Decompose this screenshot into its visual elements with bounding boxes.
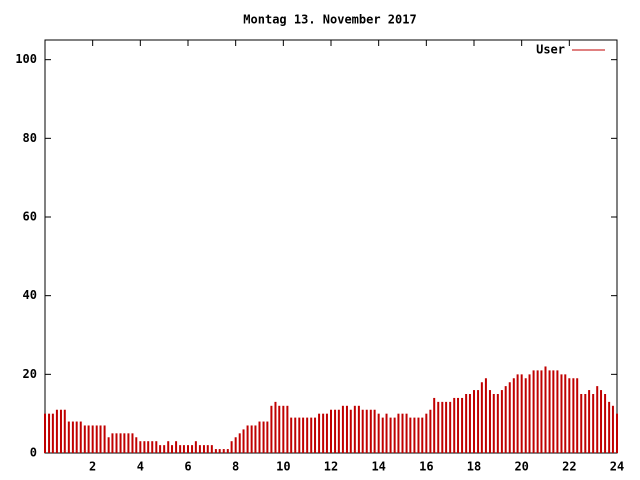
- x-tick-label: 20: [514, 460, 528, 474]
- x-tick-label: 6: [184, 460, 191, 474]
- x-tick-label: 12: [324, 460, 338, 474]
- y-tick-label: 100: [15, 52, 37, 66]
- plot-frame: [44, 39, 618, 454]
- x-tick-label: 24: [610, 460, 624, 474]
- y-tick-label: 60: [23, 210, 37, 224]
- y-tick-label: 80: [23, 131, 37, 145]
- chart-title: Montag 13. November 2017: [243, 13, 416, 27]
- legend-label: User: [536, 43, 565, 57]
- x-tick-label: 10: [276, 460, 290, 474]
- x-tick-label: 8: [232, 460, 239, 474]
- y-tick-label: 0: [30, 446, 37, 460]
- x-tick-label: 16: [419, 460, 433, 474]
- x-tick-label: 14: [371, 460, 385, 474]
- x-tick-label: 18: [467, 460, 481, 474]
- x-tick-label: 2: [89, 460, 96, 474]
- y-tick-label: 20: [23, 367, 37, 381]
- x-tick-label: 22: [562, 460, 576, 474]
- x-tick-label: 4: [137, 460, 144, 474]
- y-tick-label: 40: [23, 288, 37, 302]
